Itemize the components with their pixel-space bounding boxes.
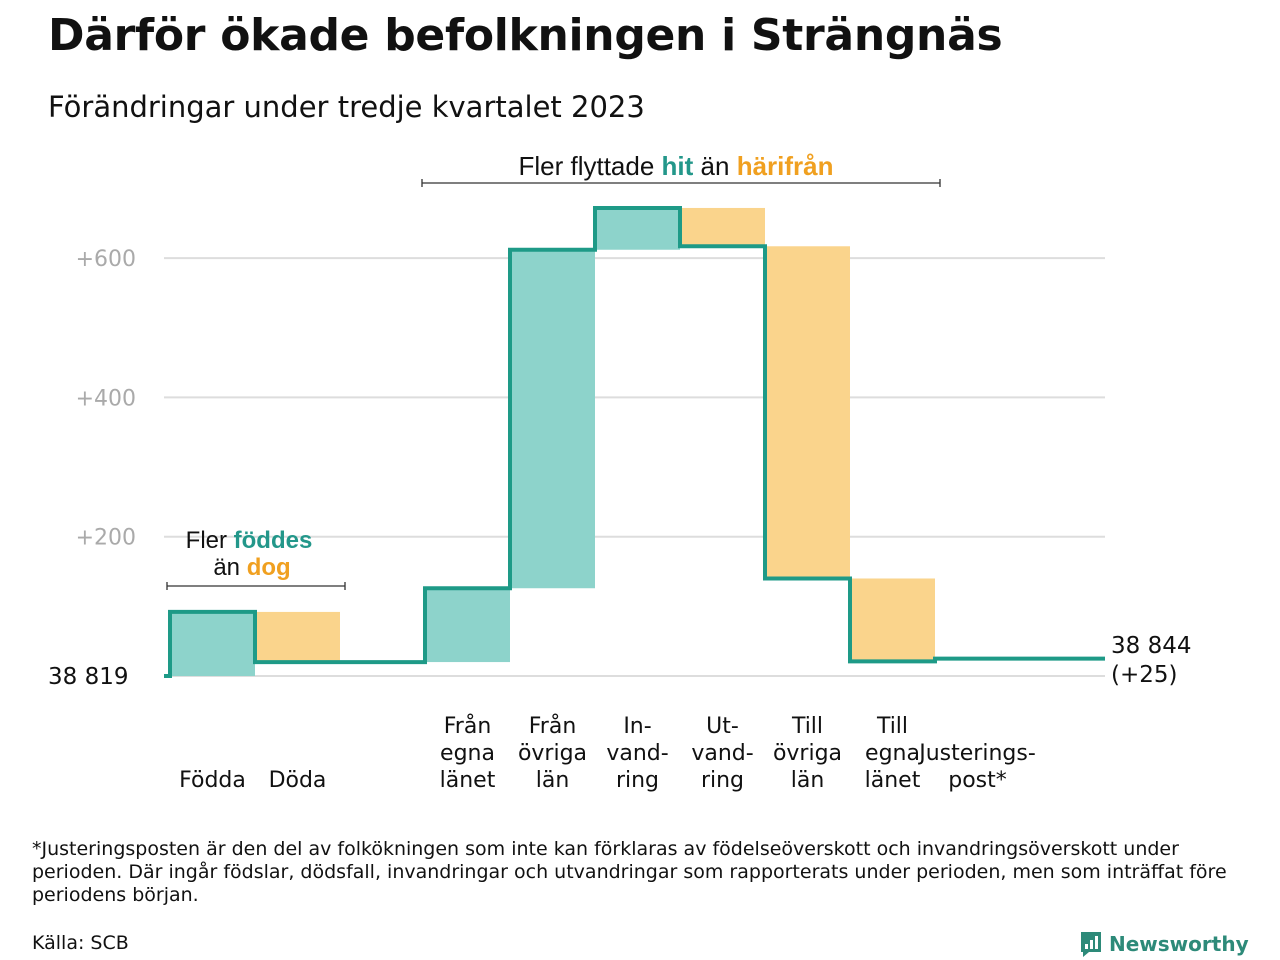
label-layer: Födda DödaFrånegnalänetFrånövrigalänIn-va…: [48, 633, 1191, 793]
bar-layer: [170, 207, 935, 676]
annotation-plain-text: än: [213, 554, 246, 581]
category-label: länet: [440, 768, 496, 793]
migration-annotation: Fler flyttade hit än härifrån: [518, 151, 833, 181]
outflow-bar: [255, 611, 340, 663]
inflow-bar: [595, 207, 680, 250]
category-label: Från: [444, 713, 492, 739]
category-label: egna: [865, 741, 920, 766]
category-label: Ut-: [706, 714, 739, 739]
annotation-plain-text: Fler: [186, 527, 234, 554]
newsworthy-logo-icon: [1081, 932, 1101, 957]
end-value-label: 38 844: [1111, 633, 1191, 659]
annotation-accent-text: hit: [662, 151, 701, 181]
migration-bracket: [421, 179, 941, 187]
category-label: post*: [948, 768, 1007, 793]
category-label: Justerings-: [917, 741, 1036, 766]
annotation-accent-text: föddes: [234, 527, 313, 554]
category-label: Födda: [179, 768, 246, 793]
category-label: Till: [791, 714, 823, 739]
category-label: vand-: [691, 741, 753, 766]
chart-subtitle: Förändringar under tredje kvartalet 2023: [48, 90, 645, 124]
category-label: Från: [529, 713, 577, 739]
outflow-bar: [850, 578, 935, 662]
annotation-accent-text: härifrån: [737, 151, 834, 181]
grid-layer: +200 +400 +600: [76, 247, 1105, 677]
outflow-bar: [765, 246, 850, 579]
y-tick-label: +200: [76, 526, 136, 551]
annotation-plain-text: än: [701, 151, 737, 181]
line-layer: [164, 205, 1105, 678]
footnote: *Justeringsposten är den del av folkökni…: [32, 838, 1227, 906]
brand-name: Newsworthy: [1109, 932, 1249, 956]
cumulative-step-line: [164, 205, 1105, 678]
category-label: övriga: [773, 741, 842, 766]
category-label: län: [791, 768, 825, 793]
category-label: vand-: [606, 741, 668, 766]
source-note: Källa: SCB: [32, 932, 129, 954]
waterfall-chart: +200+400+600 Födda DödaFrånegnalänetFrånö…: [48, 151, 1191, 793]
category-label: ring: [616, 768, 659, 793]
category-label: egna: [440, 741, 495, 766]
brand-logo: Newsworthy: [1079, 928, 1249, 960]
y-tick-label: +600: [76, 247, 136, 272]
end-change-label: (+25): [1111, 662, 1177, 688]
inflow-bar: [510, 249, 595, 589]
category-label: Döda: [269, 768, 327, 793]
category-label: Till: [876, 714, 908, 739]
births-bracket: [166, 582, 346, 590]
category-label: länet: [865, 768, 921, 793]
annotation-accent-text: dog: [247, 554, 291, 581]
start-value-label: 38 819: [48, 664, 128, 690]
y-tick-label: +400: [76, 386, 136, 411]
category-label: län: [536, 768, 570, 793]
category-label: ring: [701, 768, 744, 793]
chart-title: Därför ökade befolkningen i Strängnäs: [48, 10, 1003, 61]
inflow-bar: [170, 611, 255, 676]
outflow-bar: [680, 207, 765, 247]
births-annotation-line1: Fler föddes: [186, 527, 313, 554]
inflow-bar: [425, 588, 510, 663]
category-label: övriga: [518, 741, 587, 766]
births-annotation-line2: än dog: [213, 554, 290, 581]
annotation-plain-text: Fler flyttade: [518, 151, 661, 181]
category-label: In-: [623, 714, 651, 739]
